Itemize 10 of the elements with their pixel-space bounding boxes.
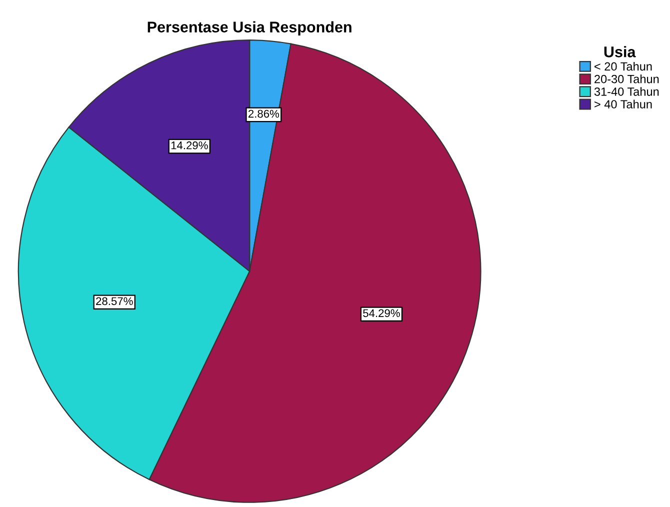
- data-label: 14.29%: [171, 141, 208, 150]
- legend-label: < 20 Tahun: [594, 62, 652, 71]
- legend-label: 31-40 Tahun: [594, 87, 659, 96]
- legend-title: Usia: [604, 46, 636, 58]
- chart-title: Persentase Usia Responden: [148, 21, 352, 36]
- data-label: 2.86%: [248, 110, 280, 118]
- legend-label: 20-30 Tahun: [594, 74, 659, 84]
- data-label: 54.29%: [363, 309, 400, 318]
- data-label: 28.57%: [96, 297, 133, 306]
- legend-label: > 40 Tahun: [594, 100, 652, 108]
